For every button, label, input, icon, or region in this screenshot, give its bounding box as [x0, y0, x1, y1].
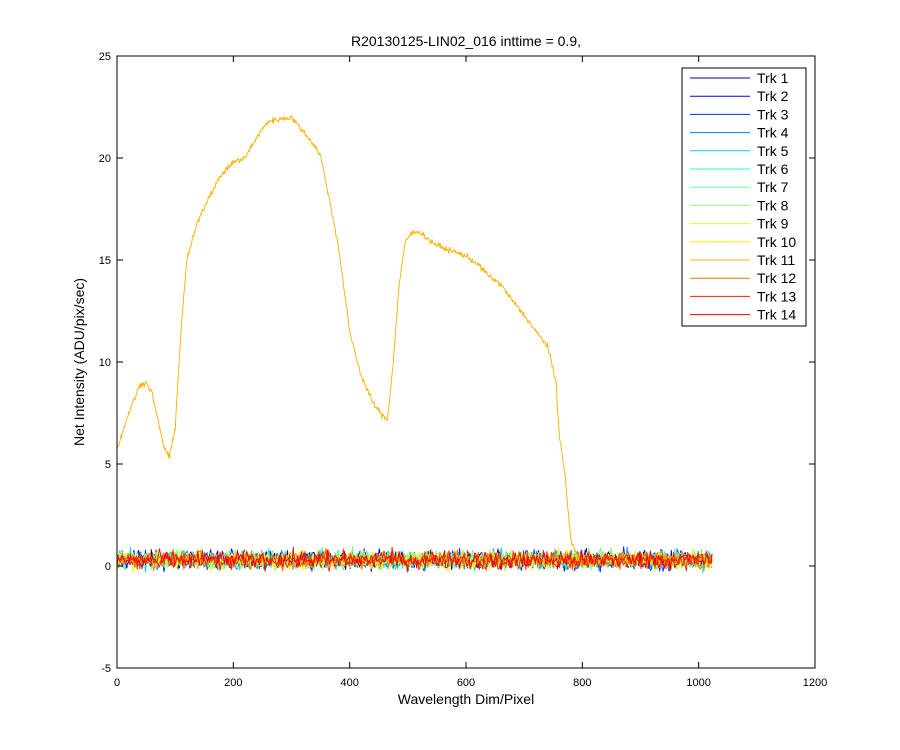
y-tick-label: 25	[99, 51, 111, 63]
y-tick-label: 20	[99, 153, 111, 165]
series-line-trk-11	[117, 115, 714, 569]
legend-label: Trk 9	[757, 216, 789, 232]
series-layer	[117, 115, 714, 574]
y-tick-label: 10	[99, 357, 111, 369]
legend-label: Trk 11	[757, 252, 795, 268]
legend-box	[681, 67, 807, 327]
x-tick-label: 1000	[686, 677, 710, 689]
y-tick-label: 15	[99, 255, 111, 267]
legend-label: Trk 1	[757, 70, 789, 86]
legend-label: Trk 5	[757, 143, 789, 159]
legend: Trk 1 Trk 2 Trk 3 Trk 4 Trk 5 Trk 6 Trk 7 Trk 8…	[681, 67, 807, 327]
chart-title: R20130125-LIN02_016 inttime = 0.9,	[351, 33, 581, 49]
y-axis-ticks: -5 0 5 10 15 20 25	[99, 51, 815, 675]
x-axis-title: Wavelength Dim/Pixel	[398, 691, 534, 707]
legend-label: Trk 4	[757, 125, 789, 141]
legend-label: Trk 6	[757, 161, 789, 177]
legend-label: Trk 12	[757, 270, 796, 286]
legend-label: Trk 10	[757, 234, 796, 250]
legend-label: Trk 7	[757, 179, 789, 195]
x-tick-label: 600	[457, 677, 475, 689]
y-tick-label: -5	[101, 663, 111, 675]
legend-label: Trk 2	[757, 88, 789, 104]
x-tick-label: 1200	[803, 677, 827, 689]
legend-label: Trk 3	[757, 106, 789, 122]
x-tick-label: 400	[340, 677, 358, 689]
y-axis-title: Net Intensity (ADU/pix/sec)	[71, 278, 87, 446]
x-tick-label: 800	[573, 677, 591, 689]
legend-items: Trk 1 Trk 2 Trk 3 Trk 4 Trk 5 Trk 6 Trk 7 Trk 8…	[690, 70, 796, 323]
y-tick-label: 0	[105, 561, 111, 573]
legend-label: Trk 14	[757, 307, 796, 323]
legend-label: Trk 8	[757, 197, 789, 213]
x-axis-ticks: 0 200 400 600 800 1000 1200	[114, 56, 827, 689]
x-tick-label: 200	[224, 677, 242, 689]
legend-label: Trk 13	[757, 288, 796, 304]
series-line-trk-14	[117, 546, 713, 573]
y-tick-label: 5	[105, 459, 111, 471]
x-tick-label: 0	[114, 677, 120, 689]
